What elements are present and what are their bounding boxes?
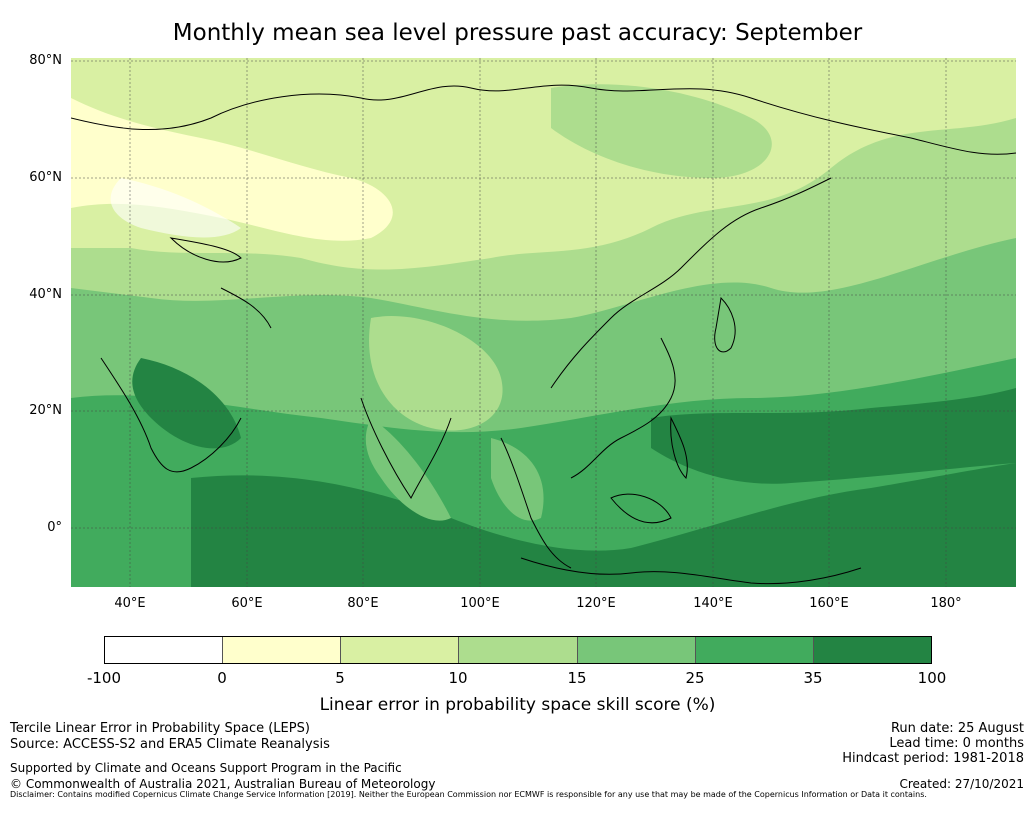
footer-disclaimer: Disclaimer: Contains modified Copernicus… — [10, 790, 927, 799]
colorbar-tick: 10 — [448, 669, 468, 687]
colorbar-segment-1 — [105, 637, 223, 663]
lon-label-180: 180° — [930, 596, 962, 611]
skill-map[interactable] — [71, 58, 1016, 587]
colorbar-tick: 100 — [917, 669, 947, 687]
lon-label-60e: 60°E — [231, 596, 263, 611]
lon-label-100e: 100°E — [460, 596, 500, 611]
colorbar-segment-5 — [576, 637, 695, 663]
lon-label-160e: 160°E — [809, 596, 849, 611]
footer-run-date: Run date: 25 August — [890, 721, 1024, 736]
footer-hindcast: Hindcast period: 1981-2018 — [842, 751, 1024, 766]
map-zone-siberia — [551, 84, 772, 178]
colorbar-tick: 25 — [685, 669, 705, 687]
colorbar-tick: -100 — [86, 669, 122, 687]
footer-lead-time: Lead time: 0 months — [889, 736, 1024, 751]
colorbar — [104, 636, 932, 664]
map-zone-pacific — [651, 388, 1016, 484]
graticule — [71, 58, 1016, 587]
footer-created: Created: 27/10/2021 — [899, 777, 1024, 791]
lon-label-80e: 80°E — [347, 596, 379, 611]
colorbar-tick: 35 — [803, 669, 823, 687]
lon-label-40e: 40°E — [114, 596, 146, 611]
colorbar-tick: 0 — [217, 669, 227, 687]
colorbar-tick: 5 — [335, 669, 345, 687]
footer-source: Source: ACCESS-S2 and ERA5 Climate Reana… — [10, 737, 330, 752]
colorbar-segment-3 — [340, 637, 459, 663]
lat-label-0: 0° — [47, 520, 62, 535]
colorbar-tick: 15 — [567, 669, 587, 687]
footer-method: Tercile Linear Error in Probability Spac… — [10, 721, 310, 736]
footer-copyright: © Commonwealth of Australia 2021, Austra… — [10, 777, 436, 791]
lat-label-20n: 20°N — [29, 403, 62, 418]
lon-label-140e: 140°E — [693, 596, 733, 611]
colorbar-label: Linear error in probability space skill … — [319, 695, 716, 715]
colorbar-segment-2 — [222, 637, 341, 663]
coastlines — [71, 84, 1016, 585]
map-zone-tibet — [369, 316, 503, 431]
lat-label-60n: 60°N — [29, 170, 62, 185]
colorbar-segment-7 — [812, 637, 931, 663]
map-zone-35-100 — [191, 463, 1016, 587]
footer-supported: Supported by Climate and Oceans Support … — [10, 761, 402, 775]
lat-label-40n: 40°N — [29, 287, 62, 302]
colorbar-segment-6 — [694, 637, 813, 663]
lon-label-120e: 120°E — [576, 596, 616, 611]
map-zone-india — [365, 418, 451, 521]
map-zone-0-5 — [110, 178, 241, 238]
map-zone-arabia — [132, 358, 241, 449]
colorbar-segment-4 — [458, 637, 577, 663]
skill-map-svg — [71, 58, 1016, 587]
chart-title: Monthly mean sea level pressure past acc… — [172, 20, 863, 46]
lat-label-80n: 80°N — [29, 53, 62, 68]
